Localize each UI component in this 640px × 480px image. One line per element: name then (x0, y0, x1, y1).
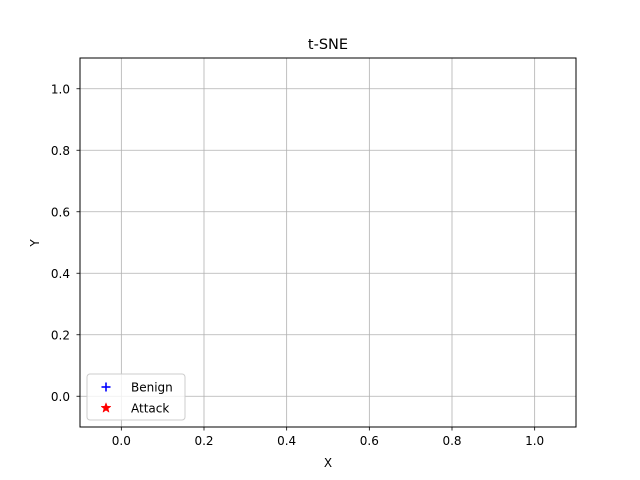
y-tick-label: 0.6 (51, 205, 70, 219)
benign-legend-marker-icon (101, 382, 111, 392)
x-tick-label: 0.8 (442, 434, 461, 448)
legend-label-benign: Benign (131, 381, 173, 395)
y-axis-ticks: 0.0 0.2 0.4 0.6 0.8 1.0 (51, 82, 80, 404)
x-tick-label: 0.6 (360, 434, 379, 448)
chart-title: t-SNE (308, 37, 348, 53)
y-tick-label: 0.4 (51, 267, 70, 281)
legend-label-attack: Attack (131, 402, 169, 416)
legend-box (86, 373, 186, 421)
plot-area: 0.0 0.2 0.4 0.6 0.8 1.0 0.0 0.2 0.4 0.6 0.8 1.0 (51, 57, 577, 448)
y-tick-label: 0.0 (51, 390, 70, 404)
x-tick-label: 0.2 (194, 434, 213, 448)
y-axis-label: Y (28, 239, 42, 248)
x-axis-label: X (324, 456, 332, 470)
x-tick-label: 1.0 (525, 434, 544, 448)
grid-lines (80, 58, 576, 427)
legend: Benign Attack (86, 373, 186, 421)
y-tick-label: 1.0 (51, 82, 70, 96)
plot-frame (79, 57, 577, 428)
y-tick-label: 0.2 (51, 328, 70, 342)
attack-legend-marker-icon (100, 402, 112, 413)
x-axis-ticks: 0.0 0.2 0.4 0.6 0.8 1.0 (112, 427, 544, 448)
x-tick-label: 0.0 (112, 434, 131, 448)
y-tick-label: 0.8 (51, 144, 70, 158)
x-tick-label: 0.4 (277, 434, 296, 448)
